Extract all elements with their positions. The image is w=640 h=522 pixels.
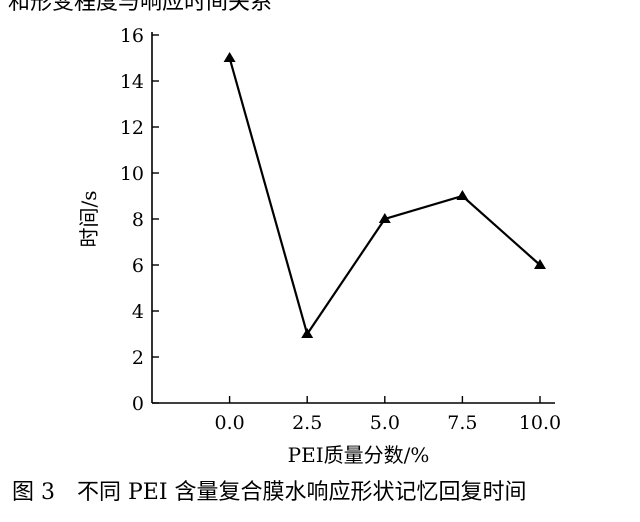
data-point-marker	[456, 190, 469, 200]
x-ticks: 0.0 2.5 5.0 7.5 10.0	[214, 396, 561, 434]
y-tick-label: 0	[132, 393, 144, 415]
x-tick-label: 7.5	[447, 412, 477, 434]
header-fragment: 和形变程度与响应时间关系	[8, 0, 273, 15]
data-point-marker	[301, 328, 314, 338]
y-tick-label: 2	[132, 347, 144, 369]
series-layer	[223, 52, 546, 338]
y-tick-label: 10	[120, 163, 144, 185]
x-tick-label: 5.0	[370, 412, 400, 434]
series-line	[228, 57, 541, 337]
axes	[151, 32, 555, 404]
y-ticks: 0 2 4 6 8 10 12 14 16	[120, 25, 159, 415]
x-tick-label: 0.0	[214, 412, 244, 434]
y-axis-label: 时间/s	[77, 190, 101, 247]
x-tick-label: 10.0	[519, 412, 561, 434]
line-chart: 0 2 4 6 8 10 12 14 16 0.0 2.5 5.0 7.5 10.0 PEI质量分数/%…	[77, 25, 561, 467]
y-tick-label: 4	[132, 301, 144, 323]
figure-caption: 图 3 不同 PEI 含量复合膜水响应形状记忆回复时间	[12, 480, 527, 505]
y-tick-label: 16	[120, 25, 144, 47]
y-tick-label: 14	[120, 71, 144, 93]
data-point-marker	[534, 259, 546, 269]
y-tick-label: 8	[132, 209, 144, 231]
data-point-marker	[378, 213, 391, 223]
y-tick-label: 12	[120, 117, 144, 139]
data-point-marker	[223, 52, 236, 62]
y-tick-label: 6	[132, 255, 144, 277]
x-tick-label: 2.5	[292, 412, 322, 434]
x-axis-label: PEI质量分数/%	[288, 443, 430, 467]
